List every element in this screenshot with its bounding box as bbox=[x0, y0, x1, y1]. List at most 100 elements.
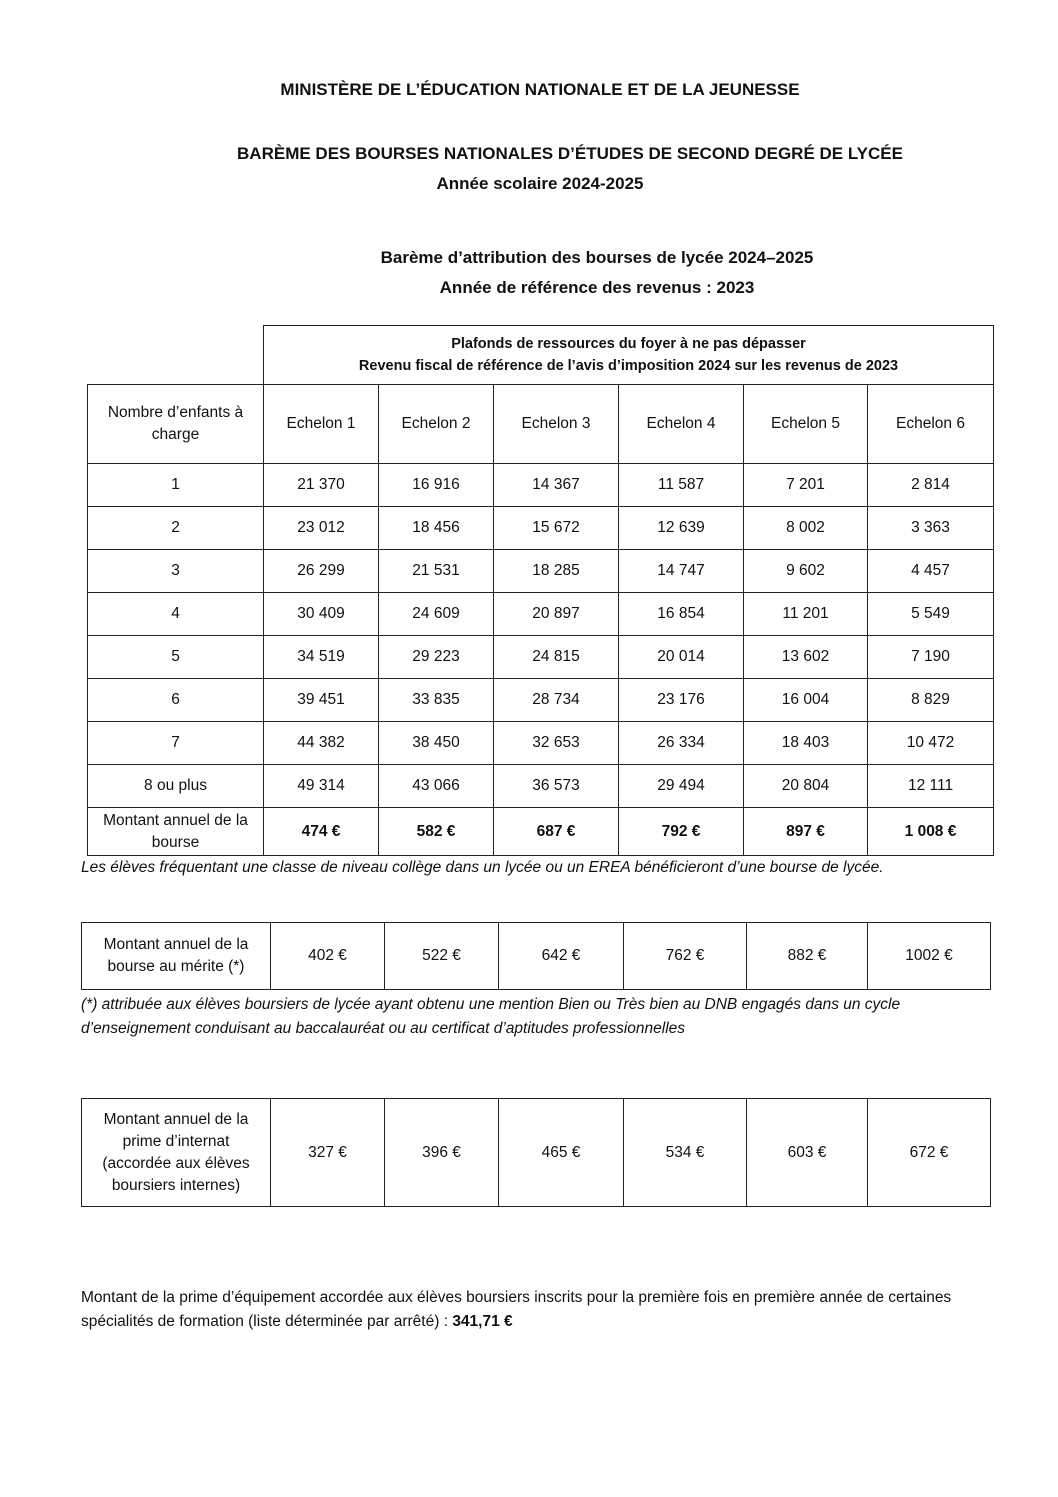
group-header: Plafonds de ressources du foyer à ne pas… bbox=[262, 325, 995, 385]
equipment-amount: 341,71 € bbox=[452, 1313, 513, 1330]
boarding-table: Montant annuel de la prime d’internat (a… bbox=[81, 1098, 991, 1207]
column-header: Echelon 2 bbox=[378, 384, 494, 464]
children-count: 6 bbox=[87, 678, 264, 722]
ceiling-cell: 49 314 bbox=[263, 764, 379, 808]
children-count: 8 ou plus bbox=[87, 764, 264, 808]
boarding-cell: 672 € bbox=[867, 1098, 991, 1207]
ceiling-cell: 7 190 bbox=[866, 635, 995, 679]
ceiling-cell: 29 223 bbox=[378, 635, 494, 679]
column-header: Echelon 4 bbox=[618, 384, 744, 464]
ceiling-cell: 43 066 bbox=[378, 764, 494, 808]
children-count: 5 bbox=[87, 635, 264, 679]
ceiling-cell: 18 403 bbox=[743, 721, 868, 765]
ceiling-cell: 5 549 bbox=[866, 592, 995, 636]
children-count: 1 bbox=[87, 463, 264, 507]
ceiling-cell: 21 531 bbox=[378, 549, 494, 593]
table-row: 4 30 409 24 609 20 897 16 854 11 201 5 549 bbox=[87, 592, 995, 636]
ceiling-cell: 21 370 bbox=[263, 463, 379, 507]
equipment-text: Montant de la prime d’équipement accordé… bbox=[81, 1289, 952, 1330]
merit-label: Montant annuel de la bourse au mérite (*… bbox=[81, 922, 271, 990]
ceiling-cell: 34 519 bbox=[263, 635, 379, 679]
income-ceiling-table: Plafonds de ressources du foyer à ne pas… bbox=[87, 325, 995, 856]
college-note: Les élèves fréquentant une classe de niv… bbox=[81, 859, 884, 876]
merit-note: (*) attribuée aux élèves boursiers de ly… bbox=[81, 996, 901, 1037]
ceiling-cell: 39 451 bbox=[263, 678, 379, 722]
ceiling-cell: 11 587 bbox=[618, 463, 744, 507]
amount-cell: 687 € bbox=[493, 807, 619, 856]
boarding-cell: 534 € bbox=[623, 1098, 747, 1207]
amount-label: Montant annuel de la bourse bbox=[87, 807, 264, 856]
children-count: 7 bbox=[87, 721, 264, 765]
ceiling-cell: 38 450 bbox=[378, 721, 494, 765]
column-header: Echelon 5 bbox=[743, 384, 868, 464]
ceiling-cell: 8 829 bbox=[866, 678, 995, 722]
ceiling-cell: 23 176 bbox=[618, 678, 744, 722]
ceiling-cell: 7 201 bbox=[743, 463, 868, 507]
boarding-cell: 327 € bbox=[270, 1098, 385, 1207]
ceiling-cell: 18 456 bbox=[378, 506, 494, 550]
merit-table: Montant annuel de la bourse au mérite (*… bbox=[81, 922, 991, 990]
children-count: 2 bbox=[87, 506, 264, 550]
amount-cell: 792 € bbox=[618, 807, 744, 856]
ceiling-cell: 20 897 bbox=[493, 592, 619, 636]
ceiling-cell: 3 363 bbox=[866, 506, 995, 550]
ceiling-cell: 16 004 bbox=[743, 678, 868, 722]
ceiling-cell: 24 609 bbox=[378, 592, 494, 636]
ceiling-cell: 32 653 bbox=[493, 721, 619, 765]
ceiling-cell: 16 854 bbox=[618, 592, 744, 636]
ceiling-cell: 44 382 bbox=[263, 721, 379, 765]
amount-cell: 582 € bbox=[378, 807, 494, 856]
column-header: Echelon 3 bbox=[493, 384, 619, 464]
ceiling-cell: 11 201 bbox=[743, 592, 868, 636]
ceiling-cell: 30 409 bbox=[263, 592, 379, 636]
group-header-line2: Revenu fiscal de référence de l’avis d’i… bbox=[358, 358, 899, 374]
merit-cell: 642 € bbox=[498, 922, 624, 990]
ceiling-cell: 28 734 bbox=[493, 678, 619, 722]
children-count: 3 bbox=[87, 549, 264, 593]
table-row: 8 ou plus 49 314 43 066 36 573 29 494 20 804 1… bbox=[87, 764, 995, 808]
ceiling-cell: 16 916 bbox=[378, 463, 494, 507]
ceiling-cell: 2 814 bbox=[866, 463, 995, 507]
ceiling-cell: 29 494 bbox=[618, 764, 744, 808]
table-subtitle: Barème d’attribution des bourses de lycé… bbox=[380, 248, 814, 267]
boarding-cell: 396 € bbox=[384, 1098, 499, 1207]
table-row: 1 21 370 16 916 14 367 11 587 7 201 2 814 bbox=[87, 463, 995, 507]
column-header: Echelon 1 bbox=[263, 384, 379, 464]
ceiling-cell: 20 014 bbox=[618, 635, 744, 679]
school-year: Année scolaire 2024-2025 bbox=[436, 174, 644, 193]
merit-cell: 762 € bbox=[623, 922, 747, 990]
merit-cell: 402 € bbox=[270, 922, 385, 990]
table-row: 3 26 299 21 531 18 285 14 747 9 602 4 457 bbox=[87, 549, 995, 593]
document-title: BARÈME DES BOURSES NATIONALES D’ÉTUDES D… bbox=[237, 144, 903, 163]
ceiling-cell: 8 002 bbox=[743, 506, 868, 550]
ceiling-cell: 36 573 bbox=[493, 764, 619, 808]
boarding-cell: 603 € bbox=[746, 1098, 868, 1207]
boarding-cell: 465 € bbox=[498, 1098, 624, 1207]
amount-cell: 474 € bbox=[263, 807, 379, 856]
ceiling-cell: 13 602 bbox=[743, 635, 868, 679]
ceiling-cell: 12 639 bbox=[618, 506, 744, 550]
table-row: 5 34 519 29 223 24 815 20 014 13 602 7 190 bbox=[87, 635, 995, 679]
ceiling-cell: 10 472 bbox=[866, 721, 995, 765]
ceiling-cell: 9 602 bbox=[743, 549, 868, 593]
ceiling-cell: 14 747 bbox=[618, 549, 744, 593]
ceiling-cell: 15 672 bbox=[493, 506, 619, 550]
ceiling-cell: 20 804 bbox=[743, 764, 868, 808]
table-row: 6 39 451 33 835 28 734 23 176 16 004 8 829 bbox=[87, 678, 995, 722]
reference-year: Année de référence des revenus : 2023 bbox=[439, 278, 755, 297]
amount-cell: 1 008 € bbox=[866, 807, 995, 856]
ceiling-cell: 12 111 bbox=[866, 764, 995, 808]
empty-corner bbox=[87, 325, 264, 385]
merit-cell: 522 € bbox=[384, 922, 499, 990]
ceiling-cell: 14 367 bbox=[493, 463, 619, 507]
merit-cell: 1002 € bbox=[867, 922, 991, 990]
children-count: 4 bbox=[87, 592, 264, 636]
ceiling-cell: 18 285 bbox=[493, 549, 619, 593]
ceiling-cell: 23 012 bbox=[263, 506, 379, 550]
ceiling-cell: 26 334 bbox=[618, 721, 744, 765]
column-header: Echelon 6 bbox=[866, 384, 995, 464]
amount-row: Montant annuel de la bourse 474 €582 €687… bbox=[87, 807, 995, 856]
ministry-heading: MINISTÈRE DE L’ÉDUCATION NATIONALE ET DE… bbox=[280, 80, 800, 99]
ceiling-cell: 24 815 bbox=[493, 635, 619, 679]
row-header: Nombre d’enfants à charge bbox=[87, 384, 264, 464]
